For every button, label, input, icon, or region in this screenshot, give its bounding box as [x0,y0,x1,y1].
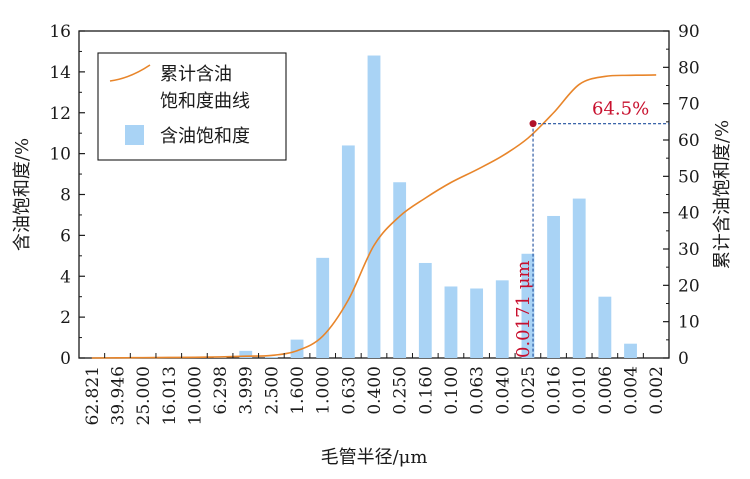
x-tick-label: 0.400 [365,366,385,415]
left-tick-label: 10 [49,145,71,165]
bar-0.004 [624,343,637,358]
bar-0.160 [418,262,432,358]
x-tick-label: 0.025 [519,366,539,415]
x-tick-label: 6.298 [211,366,231,415]
right-axis-title: 累计含油饱和度/% [712,120,733,269]
left-tick-label: 8 [60,186,71,206]
x-tick-label: 0.002 [647,366,667,415]
left-axis-title: 含油饱和度/% [12,138,33,251]
bar-0.040 [495,280,509,358]
x-tick-label: 25.000 [134,366,154,425]
legend-line-label-1: 累计含油 [160,64,232,85]
left-tick-label: 16 [49,22,71,42]
bar-1.000 [316,257,330,358]
x-tick-label: 0.006 [596,366,616,415]
right-tick-label: 10 [678,313,700,333]
cumulative-curve-line [91,74,657,359]
bar-0.025 [521,253,535,358]
x-tick-label: 3.999 [237,366,257,415]
right-tick-label: 20 [678,276,700,296]
x-tick-label: 16.013 [160,366,180,425]
x-tick-label: 0.160 [416,366,436,415]
annotation: 64.5% 0.0171 μm [513,99,669,358]
left-tick-label: 0 [60,349,71,369]
legend-line-label-2: 饱和度曲线 [160,91,250,112]
right-tick-label: 50 [678,167,700,187]
x-tick-label: 62.821 [83,366,103,425]
x-tick-label: 1.000 [314,366,334,415]
cumulative-curve-series [91,74,657,359]
x-tick-label: 0.040 [493,366,513,415]
bar-1.600 [290,339,304,358]
annotation-point [529,120,537,128]
bar-0.016 [547,215,560,358]
x-tick-label: 39.946 [108,366,128,425]
x-tick-label: 2.500 [262,366,282,415]
x-tick-label: 0.016 [545,366,565,415]
bar-0.630 [341,145,355,358]
left-tick-label: 14 [49,63,71,83]
right-tick-label: 0 [678,349,689,369]
left-tick-label: 12 [49,104,71,124]
right-tick-label: 90 [678,22,700,42]
left-axis: 0 2 4 6 8 10 12 14 16 含油饱和度/% [12,22,85,369]
bar-3.999 [239,350,253,358]
x-tick-label: 0.063 [468,366,488,415]
right-tick-label: 30 [678,240,700,260]
bar-0.400 [367,55,381,359]
bar-0.010 [572,198,586,358]
legend-bar-label: 含油饱和度 [160,126,250,147]
right-tick-label: 60 [678,131,700,151]
right-tick-label: 70 [678,95,700,115]
left-tick-label: 6 [60,226,71,246]
bar-series [213,55,637,359]
right-tick-label: 40 [678,204,700,224]
left-tick-label: 2 [60,308,71,328]
percent-label: 64.5% [592,99,649,120]
bar-0.063 [470,288,484,358]
bar-0.006 [598,296,612,358]
left-tick-label: 4 [60,267,71,287]
x-tick-label: 0.250 [391,366,411,415]
bar-0.250 [393,182,407,358]
x-axis: 62.821 39.946 25.000 16.013 10.000 6.298 3.999… [83,353,667,468]
legend-bar-swatch [125,125,144,145]
x-tick-label: 10.000 [185,366,205,425]
x-axis-title: 毛管半径/μm [321,447,428,468]
right-tick-label: 80 [678,58,700,78]
right-axis: 0 10 20 30 40 50 60 70 80 90 累计含油饱和度/% [663,22,733,369]
x-tick-label: 1.600 [288,366,308,415]
x-tick-label: 0.004 [622,366,642,415]
bar-2.500 [264,356,278,358]
x-tick-label: 0.100 [442,366,462,415]
x-tick-label: 0.010 [570,366,590,415]
x-tick-label: 0.630 [339,366,359,415]
radius-label: 0.0171 μm [513,261,534,358]
bar-0.100 [444,286,458,358]
legend-line-swatch [109,64,151,82]
